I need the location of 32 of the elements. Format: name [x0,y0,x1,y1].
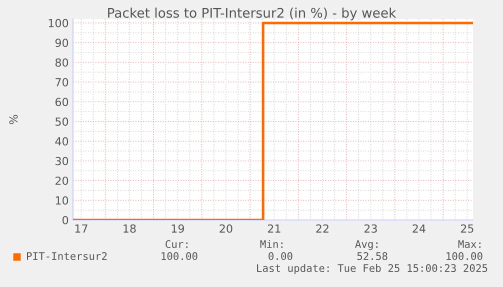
text: 100.00 [446,252,482,260]
x-tick-label: 25 [460,224,474,233]
text: Avg: [355,240,378,250]
text: Max: [458,240,480,248]
x-tick-label: 17 [75,224,88,233]
legend-label: PIT-Intersur2 [27,252,107,260]
y-tick-label: 30 [56,156,68,166]
text: 52.58 [357,252,388,260]
y-tick-label: 50 [56,117,68,126]
x-tick-label: 24 [412,224,426,233]
x-tick-label: 19 [172,224,184,233]
text: Last update: Tue Feb 25 15:00:23 2025 [257,264,488,274]
text: 0.00 [268,252,292,260]
y-axis-title: % [9,114,18,124]
text: Min: [260,240,282,248]
y-tick-label: 60 [55,98,68,106]
x-tick-label: 18 [124,224,136,233]
y-tick-label: 100 [48,18,68,28]
y-tick-label: 20 [56,176,68,185]
y-tick-label: 0 [62,216,68,224]
x-tick-label: 23 [364,224,377,233]
y-tick-label: 40 [55,137,68,146]
y-tick-label: 70 [56,78,68,86]
y-tick-label: 10 [56,196,68,205]
y-tick-label: 80 [55,58,68,67]
x-tick-label: 20 [220,224,232,233]
x-tick-label: 22 [316,224,328,233]
text: Cur: [166,240,188,248]
text: 100.00 [162,252,198,260]
chart-title: Packet loss to PIT-Intersur2 (in %) - by week [108,8,396,20]
x-tick-label: 21 [268,224,280,233]
y-tick-label: 90 [55,38,68,48]
